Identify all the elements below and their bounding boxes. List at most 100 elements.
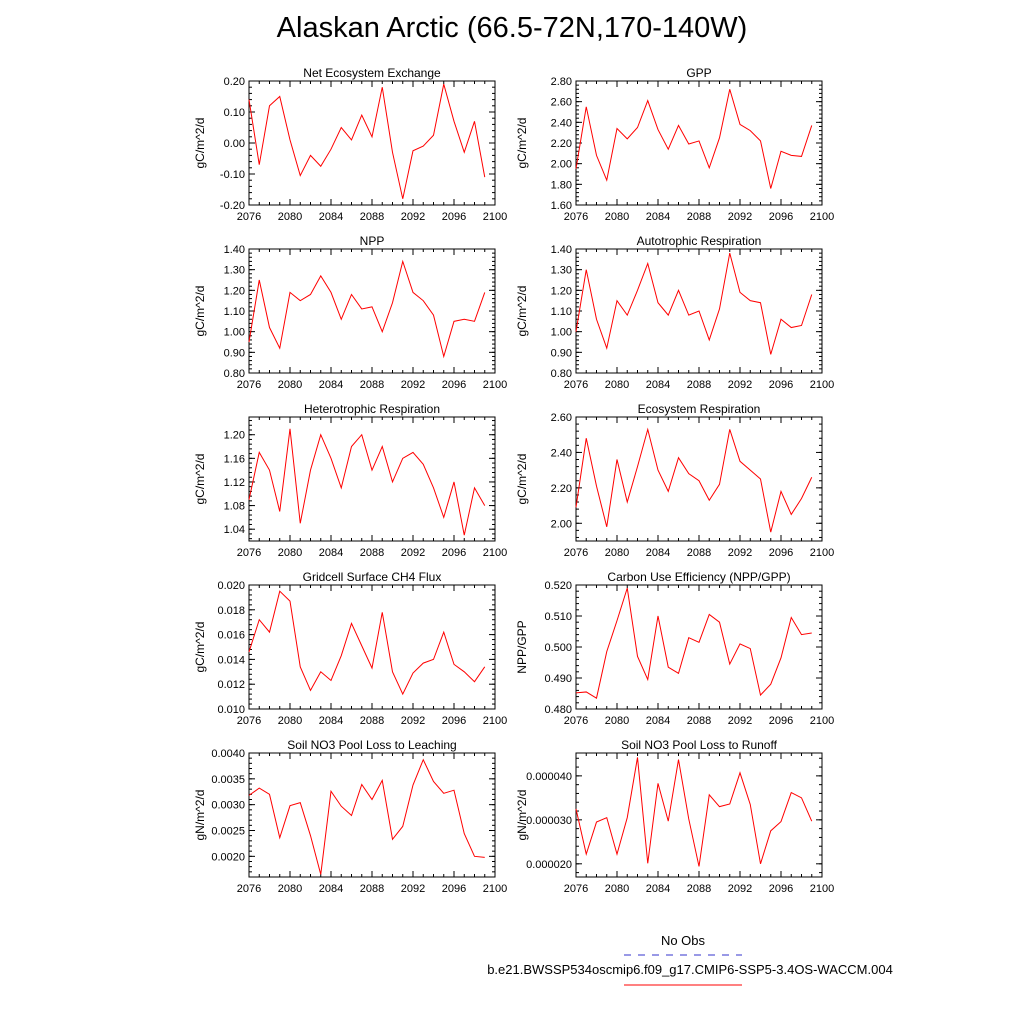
- x-tick-label: 2076: [237, 211, 261, 223]
- y-tick-label: 0.10: [224, 107, 245, 119]
- y-tick-label: 1.04: [224, 524, 245, 536]
- y-tick-label: 1.40: [551, 244, 572, 256]
- y-tick-label: 0.510: [544, 611, 572, 623]
- y-tick-label: 0.520: [544, 580, 572, 592]
- x-tick-label: 2088: [360, 211, 384, 223]
- y-axis-label: gC/m^2/d: [515, 286, 529, 337]
- chart-title: Soil NO3 Pool Loss to Leaching: [287, 738, 456, 752]
- x-tick-label: 2076: [237, 547, 261, 559]
- x-tick-label: 2088: [687, 883, 711, 895]
- y-tick-label: 2.20: [551, 483, 572, 495]
- x-tick-label: 2100: [810, 379, 834, 391]
- x-tick-label: 2088: [360, 715, 384, 727]
- x-tick-label: 2080: [605, 379, 629, 391]
- y-tick-label: 2.80: [551, 76, 572, 88]
- series-line: [575, 427, 813, 533]
- x-tick-label: 2080: [605, 883, 629, 895]
- x-tick-label: 2100: [483, 379, 507, 391]
- y-tick-label: 1.30: [224, 265, 245, 277]
- y-tick-label: 2.00: [551, 518, 572, 530]
- y-tick-label: 2.40: [551, 117, 572, 129]
- x-tick-label: 2096: [769, 715, 793, 727]
- x-tick-label: 2096: [442, 547, 466, 559]
- y-tick-label: 0.00: [224, 138, 245, 150]
- x-tick-label: 2088: [687, 715, 711, 727]
- chart-panel: Soil NO3 Pool Loss to Leaching 2076 2080 20…: [193, 738, 507, 895]
- x-tick-label: 2088: [360, 547, 384, 559]
- y-tick-label: 0.000040: [526, 771, 572, 783]
- y-tick-label: 0.500: [544, 642, 572, 654]
- chart-panel: Net Ecosystem Exchange 2076 2080 2084 2088 20…: [193, 66, 507, 223]
- x-tick-label: 2084: [319, 715, 343, 727]
- series-line: [575, 253, 813, 355]
- x-tick-label: 2076: [564, 379, 588, 391]
- chart-panel: NPP 2076 2080 2084 2088 2092 2096 2100 0.80 0.90 1…: [193, 234, 507, 391]
- x-tick-label: 2092: [728, 715, 752, 727]
- series-line: [575, 89, 813, 189]
- plot-frame: [248, 248, 496, 374]
- y-tick-label: 2.00: [551, 159, 572, 171]
- y-tick-label: 2.40: [551, 447, 572, 459]
- x-tick-label: 2092: [401, 379, 425, 391]
- y-axis-label: gC/m^2/d: [515, 454, 529, 505]
- x-tick-label: 2092: [728, 379, 752, 391]
- chart-title: Gridcell Surface CH4 Flux: [303, 570, 442, 584]
- plot-frame: [248, 584, 496, 710]
- x-tick-label: 2076: [564, 547, 588, 559]
- x-tick-label: 2088: [687, 211, 711, 223]
- y-tick-label: 0.20: [224, 76, 245, 88]
- page-title: Alaskan Arctic (66.5-72N,170-140W): [276, 12, 748, 44]
- y-axis-label: NPP/GPP: [515, 620, 529, 673]
- x-tick-label: 2092: [728, 547, 752, 559]
- x-tick-label: 2088: [360, 883, 384, 895]
- x-tick-label: 2096: [442, 379, 466, 391]
- y-tick-label: 1.00: [224, 327, 245, 339]
- series-line: [248, 758, 485, 875]
- y-axis-label: gN/m^2/d: [193, 790, 207, 841]
- x-tick-label: 2096: [769, 379, 793, 391]
- plot-frame: [575, 584, 823, 710]
- x-tick-label: 2092: [401, 715, 425, 727]
- x-tick-label: 2088: [687, 547, 711, 559]
- x-tick-label: 2084: [646, 547, 670, 559]
- x-tick-label: 2096: [769, 211, 793, 223]
- y-axis-label: gC/m^2/d: [193, 454, 207, 505]
- chart-title: Ecosystem Respiration: [638, 402, 761, 416]
- chart-panel: Heterotrophic Respiration 2076 2080 2084 208…: [193, 402, 507, 559]
- y-tick-label: 0.90: [224, 347, 245, 359]
- x-tick-label: 2100: [810, 715, 834, 727]
- x-tick-label: 2088: [687, 379, 711, 391]
- x-tick-label: 2092: [401, 547, 425, 559]
- plot-frame: [248, 752, 496, 878]
- chart-title: Net Ecosystem Exchange: [303, 66, 441, 80]
- y-tick-label: 0.014: [217, 654, 245, 666]
- y-axis-label: gC/m^2/d: [515, 118, 529, 169]
- x-tick-label: 2080: [605, 211, 629, 223]
- y-tick-label: 0.80: [551, 368, 572, 380]
- chart-panel: GPP 2076 2080 2084 2088 2092 2096 2100 1.60 1.80 2…: [515, 66, 834, 223]
- y-tick-label: 0.0020: [211, 851, 245, 863]
- x-tick-label: 2096: [769, 547, 793, 559]
- chart-panel: Autotrophic Respiration 2076 2080 2084 2088 2…: [515, 234, 834, 391]
- y-tick-label: 1.08: [224, 501, 245, 513]
- y-tick-label: 1.12: [224, 477, 245, 489]
- legend-model-label: b.e21.BWSSP534oscmip6.f09_g17.CMIP6-SSP5…: [487, 962, 893, 977]
- y-axis-label: gC/m^2/d: [193, 118, 207, 169]
- x-tick-label: 2096: [442, 715, 466, 727]
- y-tick-label: 0.016: [217, 630, 245, 642]
- y-tick-label: 1.20: [224, 430, 245, 442]
- x-tick-label: 2084: [646, 715, 670, 727]
- x-tick-label: 2092: [728, 211, 752, 223]
- x-tick-label: 2084: [646, 379, 670, 391]
- plot-frame: [248, 416, 496, 542]
- y-tick-label: 0.012: [217, 679, 245, 691]
- x-tick-label: 2084: [319, 379, 343, 391]
- series-line: [248, 83, 486, 199]
- y-tick-label: 0.90: [551, 347, 572, 359]
- y-tick-label: 2.20: [551, 138, 572, 150]
- chart-panel: Soil NO3 Pool Loss to Runoff 2076 2080 2084…: [515, 738, 834, 895]
- y-tick-label: -0.20: [220, 200, 245, 212]
- y-tick-label: 1.20: [224, 285, 245, 297]
- x-tick-label: 2088: [360, 379, 384, 391]
